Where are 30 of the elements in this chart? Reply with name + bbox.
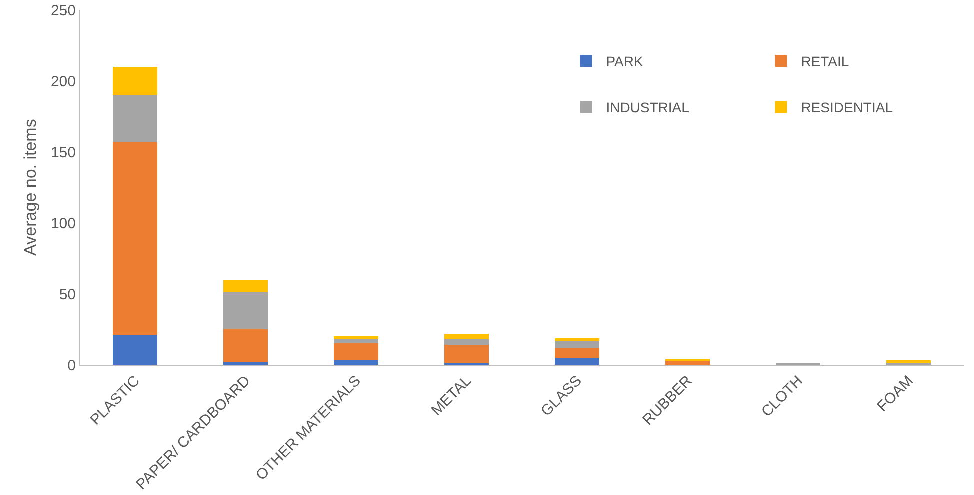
bar: [334, 339, 378, 344]
bar: [555, 340, 600, 348]
bar: [113, 66, 158, 96]
bar: [224, 330, 268, 362]
legend-label: RESIDENTIAL: [801, 100, 894, 116]
bar: [224, 280, 268, 293]
bar: [334, 360, 378, 365]
bar: [444, 334, 489, 340]
y-tick-label: 200: [50, 73, 76, 90]
legend-label: INDUSTRIAL: [606, 100, 690, 116]
y-tick-label: 250: [50, 2, 76, 20]
y-tick-label: 50: [59, 286, 76, 304]
legend-label: RETAIL: [801, 54, 850, 70]
bar: [555, 358, 600, 365]
bar: [666, 360, 710, 365]
bar: [444, 339, 489, 346]
bar: [334, 344, 378, 361]
bar: [224, 292, 268, 330]
bar: [224, 362, 268, 365]
bar: [444, 345, 489, 364]
bar: [113, 95, 158, 142]
y-tick-label: 150: [50, 144, 76, 162]
legend-label: PARK: [606, 54, 644, 70]
bar: [334, 336, 378, 340]
bar: [113, 142, 158, 336]
y-tick-label: 100: [50, 215, 76, 232]
bar: [555, 348, 600, 358]
bar: [113, 335, 158, 365]
y-axis-title: Average no. items: [21, 119, 40, 256]
y-tick-label: 0: [68, 357, 76, 374]
